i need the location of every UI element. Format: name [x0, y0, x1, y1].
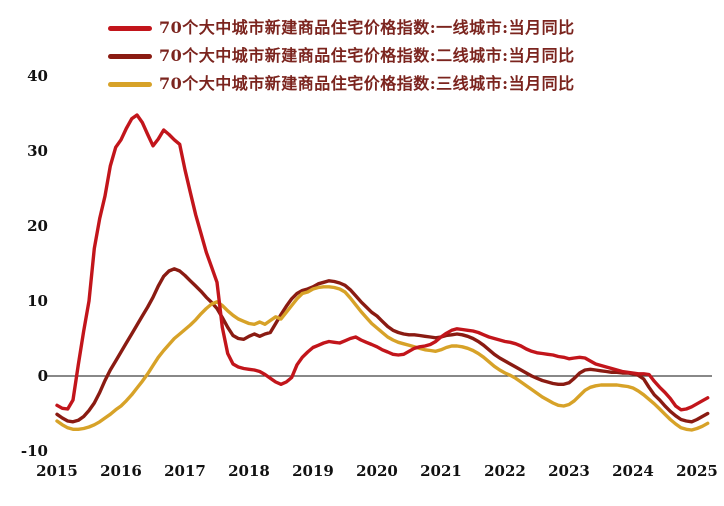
y-axis-tick-label: 10 [27, 292, 48, 310]
tier2-line-icon [108, 53, 152, 59]
y-axis-tick-label: 40 [27, 67, 48, 85]
tier1-series-line [55, 113, 710, 412]
x-axis-tick-label: 2022 [484, 462, 526, 480]
tier3-series-line [55, 285, 710, 432]
legend-item-tier3: 70个大中城市新建商品住宅价格指数:三线城市:当月同比 [108, 74, 575, 94]
tier3-line-icon [108, 81, 152, 87]
x-axis-tick-label: 2019 [292, 462, 334, 480]
legend-item-tier1: 70个大中城市新建商品住宅价格指数:一线城市:当月同比 [108, 18, 575, 38]
y-axis-tick-label: 0 [37, 367, 48, 385]
legend-label-tier1: 70个大中城市新建商品住宅价格指数:一线城市:当月同比 [159, 18, 575, 37]
x-axis-tick-label: 2020 [356, 462, 398, 480]
tier2-series-line [55, 267, 710, 424]
x-axis-tick-label: 2025 [676, 462, 718, 480]
x-axis-tick-label: 2024 [612, 462, 654, 480]
x-axis-tick-label: 2016 [100, 462, 142, 480]
x-axis-tick-label: 2023 [548, 462, 590, 480]
legend-item-tier2: 70个大中城市新建商品住宅价格指数:二线城市:当月同比 [108, 46, 575, 66]
x-axis-tick-label: 2015 [36, 462, 78, 480]
tier1-line-icon [108, 25, 152, 31]
legend: 70个大中城市新建商品住宅价格指数:一线城市:当月同比 70个大中城市新建商品住… [108, 18, 575, 94]
y-axis-tick-label: -10 [20, 442, 48, 460]
legend-label-tier3: 70个大中城市新建商品住宅价格指数:三线城市:当月同比 [159, 74, 575, 93]
y-axis-tick-label: 30 [27, 142, 48, 160]
legend-label-tier2: 70个大中城市新建商品住宅价格指数:二线城市:当月同比 [159, 46, 575, 65]
x-axis-tick-label: 2017 [164, 462, 206, 480]
y-axis-tick-label: 20 [27, 217, 48, 235]
x-axis-tick-label: 2018 [228, 462, 270, 480]
x-axis-tick-label: 2021 [420, 462, 462, 480]
